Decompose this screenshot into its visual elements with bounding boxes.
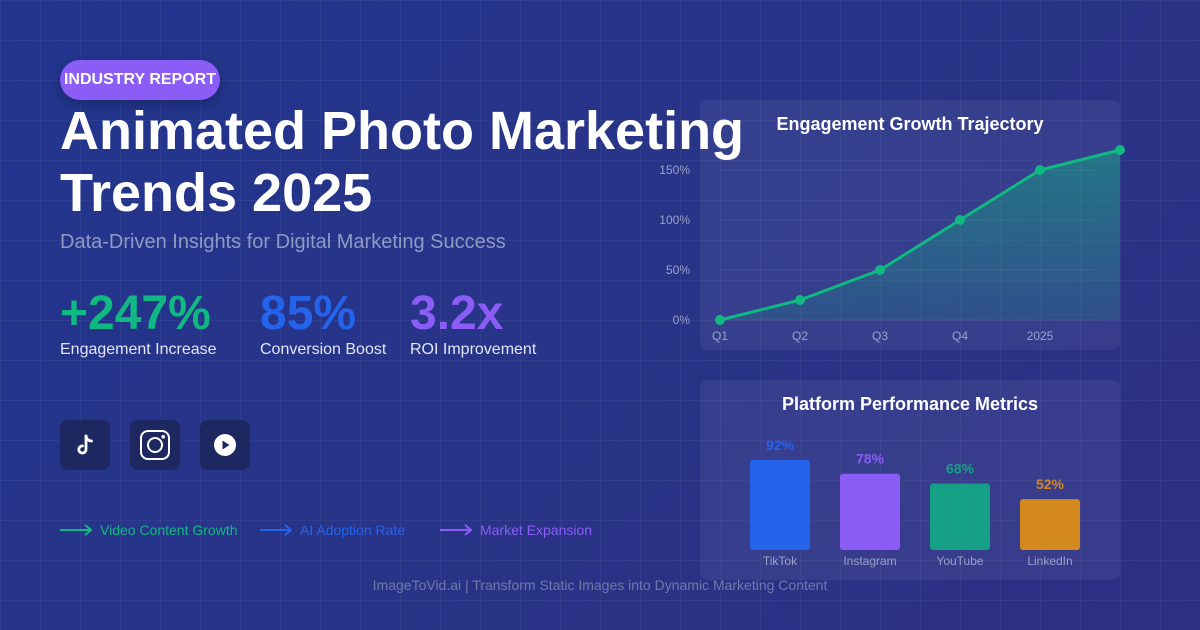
data-point — [955, 215, 965, 225]
bar-value-label: 68% — [946, 460, 975, 476]
chart-title: Platform Performance Metrics — [781, 394, 1039, 414]
title-line-1: Animated Photo Marketing — [60, 101, 745, 161]
data-point — [795, 295, 805, 305]
x-tick-label: Q2 — [792, 329, 808, 343]
chart-title: Engagement Growth Trajectory — [776, 114, 1044, 134]
youtube-button[interactable] — [200, 420, 250, 470]
legend-label: Market Expansion — [480, 522, 593, 538]
bar-category-label: TikTok — [763, 554, 798, 568]
legend-ai-adoption-rate: AI Adoption Rate — [260, 520, 405, 540]
tiktok-icon — [77, 434, 93, 455]
title-line-2: Trends 2025 — [60, 163, 373, 223]
bar-linkedin — [1020, 499, 1080, 550]
y-tick-label: 100% — [659, 213, 690, 227]
youtube-icon — [214, 434, 236, 456]
arrow-right-icon — [440, 524, 472, 536]
stat-engagement: +247% Engagement Increase — [60, 287, 217, 359]
area-fill — [720, 150, 1120, 320]
page-subtitle: Data-Driven Insights for Digital Marketi… — [60, 231, 506, 253]
x-tick-label: Q1 — [712, 329, 728, 343]
data-point — [715, 315, 725, 325]
bar-value-label: 78% — [856, 451, 885, 467]
stat-conversion: 85% Conversion Boost — [260, 287, 386, 359]
bar-instagram — [840, 473, 900, 550]
stat-value: +247% — [60, 287, 211, 340]
bar-value-label: 52% — [1036, 476, 1065, 492]
instagram-button[interactable] — [130, 420, 180, 470]
legend-label: AI Adoption Rate — [300, 522, 406, 538]
stat-label: ROI Improvement — [410, 341, 537, 358]
page-title: Animated Photo Marketing Trends 2025 — [60, 100, 760, 224]
bar-value-label: 92% — [766, 437, 795, 453]
engagement-growth-chart: 0% 50% 100% 150% Q1 Q2 Q3 Q4 2025 — [659, 145, 1125, 343]
series-line — [719, 148, 1121, 322]
data-point — [1115, 145, 1125, 155]
x-tick-label: 2025 — [1027, 329, 1054, 343]
stat-roi: 3.2x ROI Improvement — [410, 287, 536, 359]
y-tick-label: 150% — [659, 163, 690, 177]
data-point — [1035, 165, 1045, 175]
x-tick-label: Q4 — [952, 329, 968, 343]
stat-value: 85% — [260, 287, 357, 340]
y-tick-label: 50% — [666, 263, 690, 277]
instagram-icon — [140, 430, 170, 460]
stat-label: Engagement Increase — [60, 341, 217, 358]
bar-tiktok — [750, 460, 810, 550]
industry-report-badge: INDUSTRY REPORT — [60, 60, 220, 100]
footer-text: ImageToVid.ai | Transform Static Images … — [372, 577, 828, 593]
legend-market-expansion: Market Expansion — [440, 520, 592, 540]
platform-performance-chart: 92% TikTok 78% Instagram 68% YouTube 52% Linked… — [750, 437, 1080, 568]
arrow-right-icon — [60, 524, 92, 536]
legend-label: Video Content Growth — [100, 522, 238, 538]
data-point — [875, 265, 885, 275]
y-tick-label: 0% — [673, 313, 691, 327]
legend-video-content-growth: Video Content Growth — [60, 520, 238, 540]
x-tick-label: Q3 — [872, 329, 888, 343]
stat-value: 3.2x — [410, 287, 504, 340]
bar-category-label: Instagram — [843, 554, 896, 568]
stat-label: Conversion Boost — [260, 341, 387, 358]
bar-category-label: LinkedIn — [1027, 554, 1072, 568]
bar-category-label: YouTube — [936, 554, 983, 568]
tiktok-button[interactable] — [60, 420, 110, 470]
bar-youtube — [930, 483, 990, 550]
arrow-right-icon — [260, 524, 292, 536]
